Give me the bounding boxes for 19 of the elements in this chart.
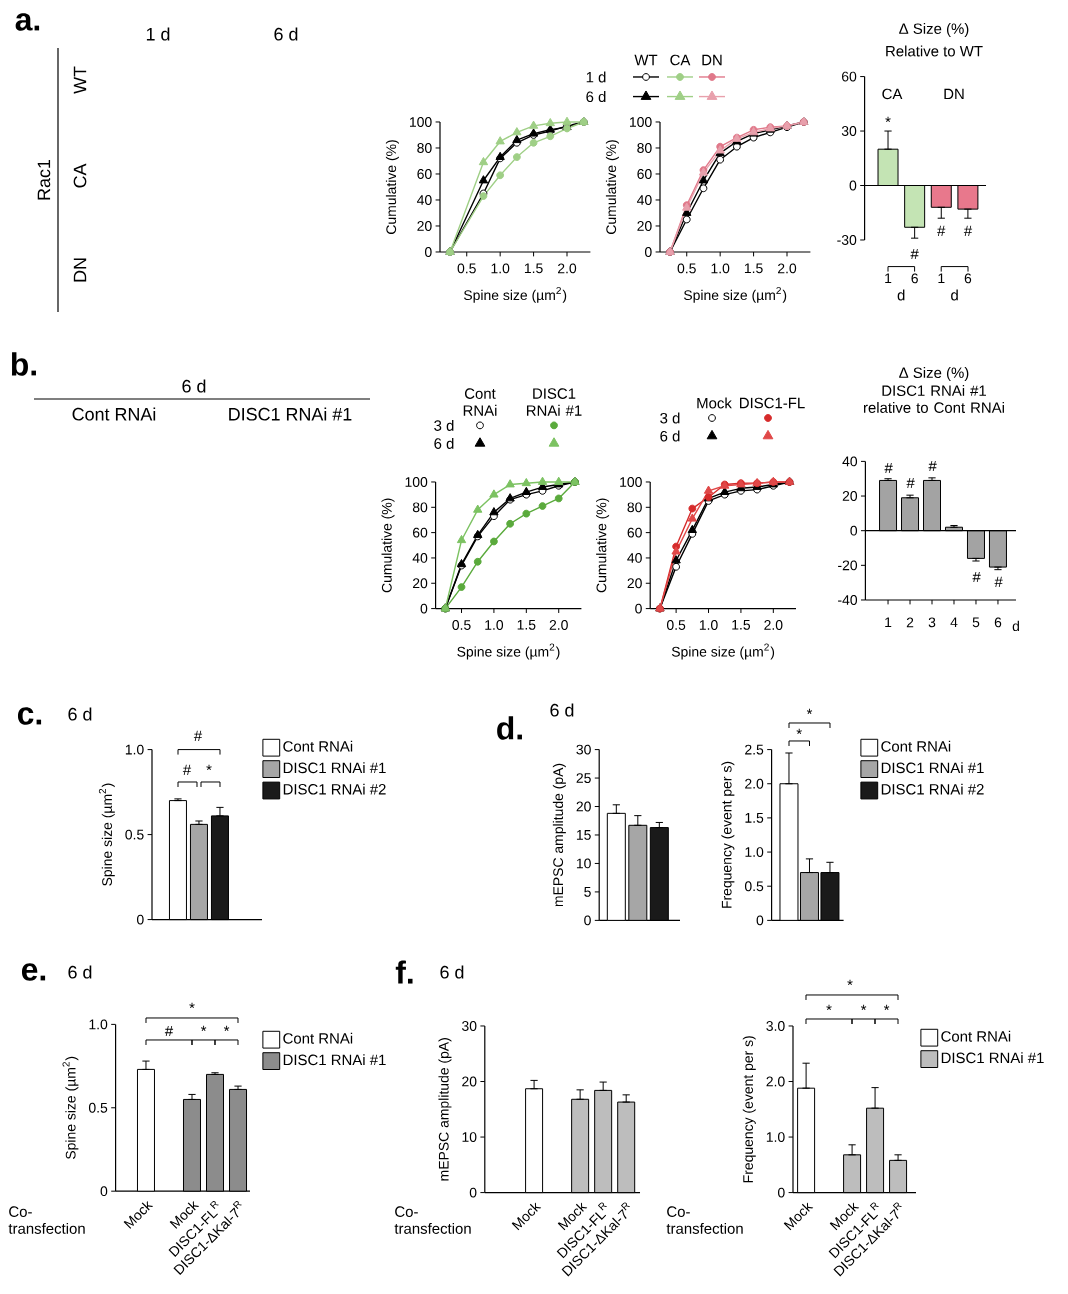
text: f. (395, 960, 413, 984)
text: Cont RNAi (72, 407, 156, 421)
text: WT (73, 66, 87, 94)
text: DISC1 RNAi #1 (229, 407, 352, 421)
text: b. (11, 352, 36, 376)
text: Rac1 (37, 159, 51, 200)
chart-title: 6 d (440, 965, 464, 979)
text: e. (21, 963, 46, 981)
chart-title: 6 d (68, 965, 92, 979)
chart-title: 6 d (68, 707, 92, 721)
text: d. (497, 716, 522, 740)
text: CA (73, 163, 87, 188)
text: 6 d (274, 27, 298, 41)
text: 6 d (182, 379, 206, 393)
text: DN (73, 258, 87, 282)
text: a. (15, 13, 40, 31)
text: c. (17, 707, 42, 725)
text: 1 d (146, 27, 170, 41)
chart-title: 6 d (550, 703, 574, 717)
